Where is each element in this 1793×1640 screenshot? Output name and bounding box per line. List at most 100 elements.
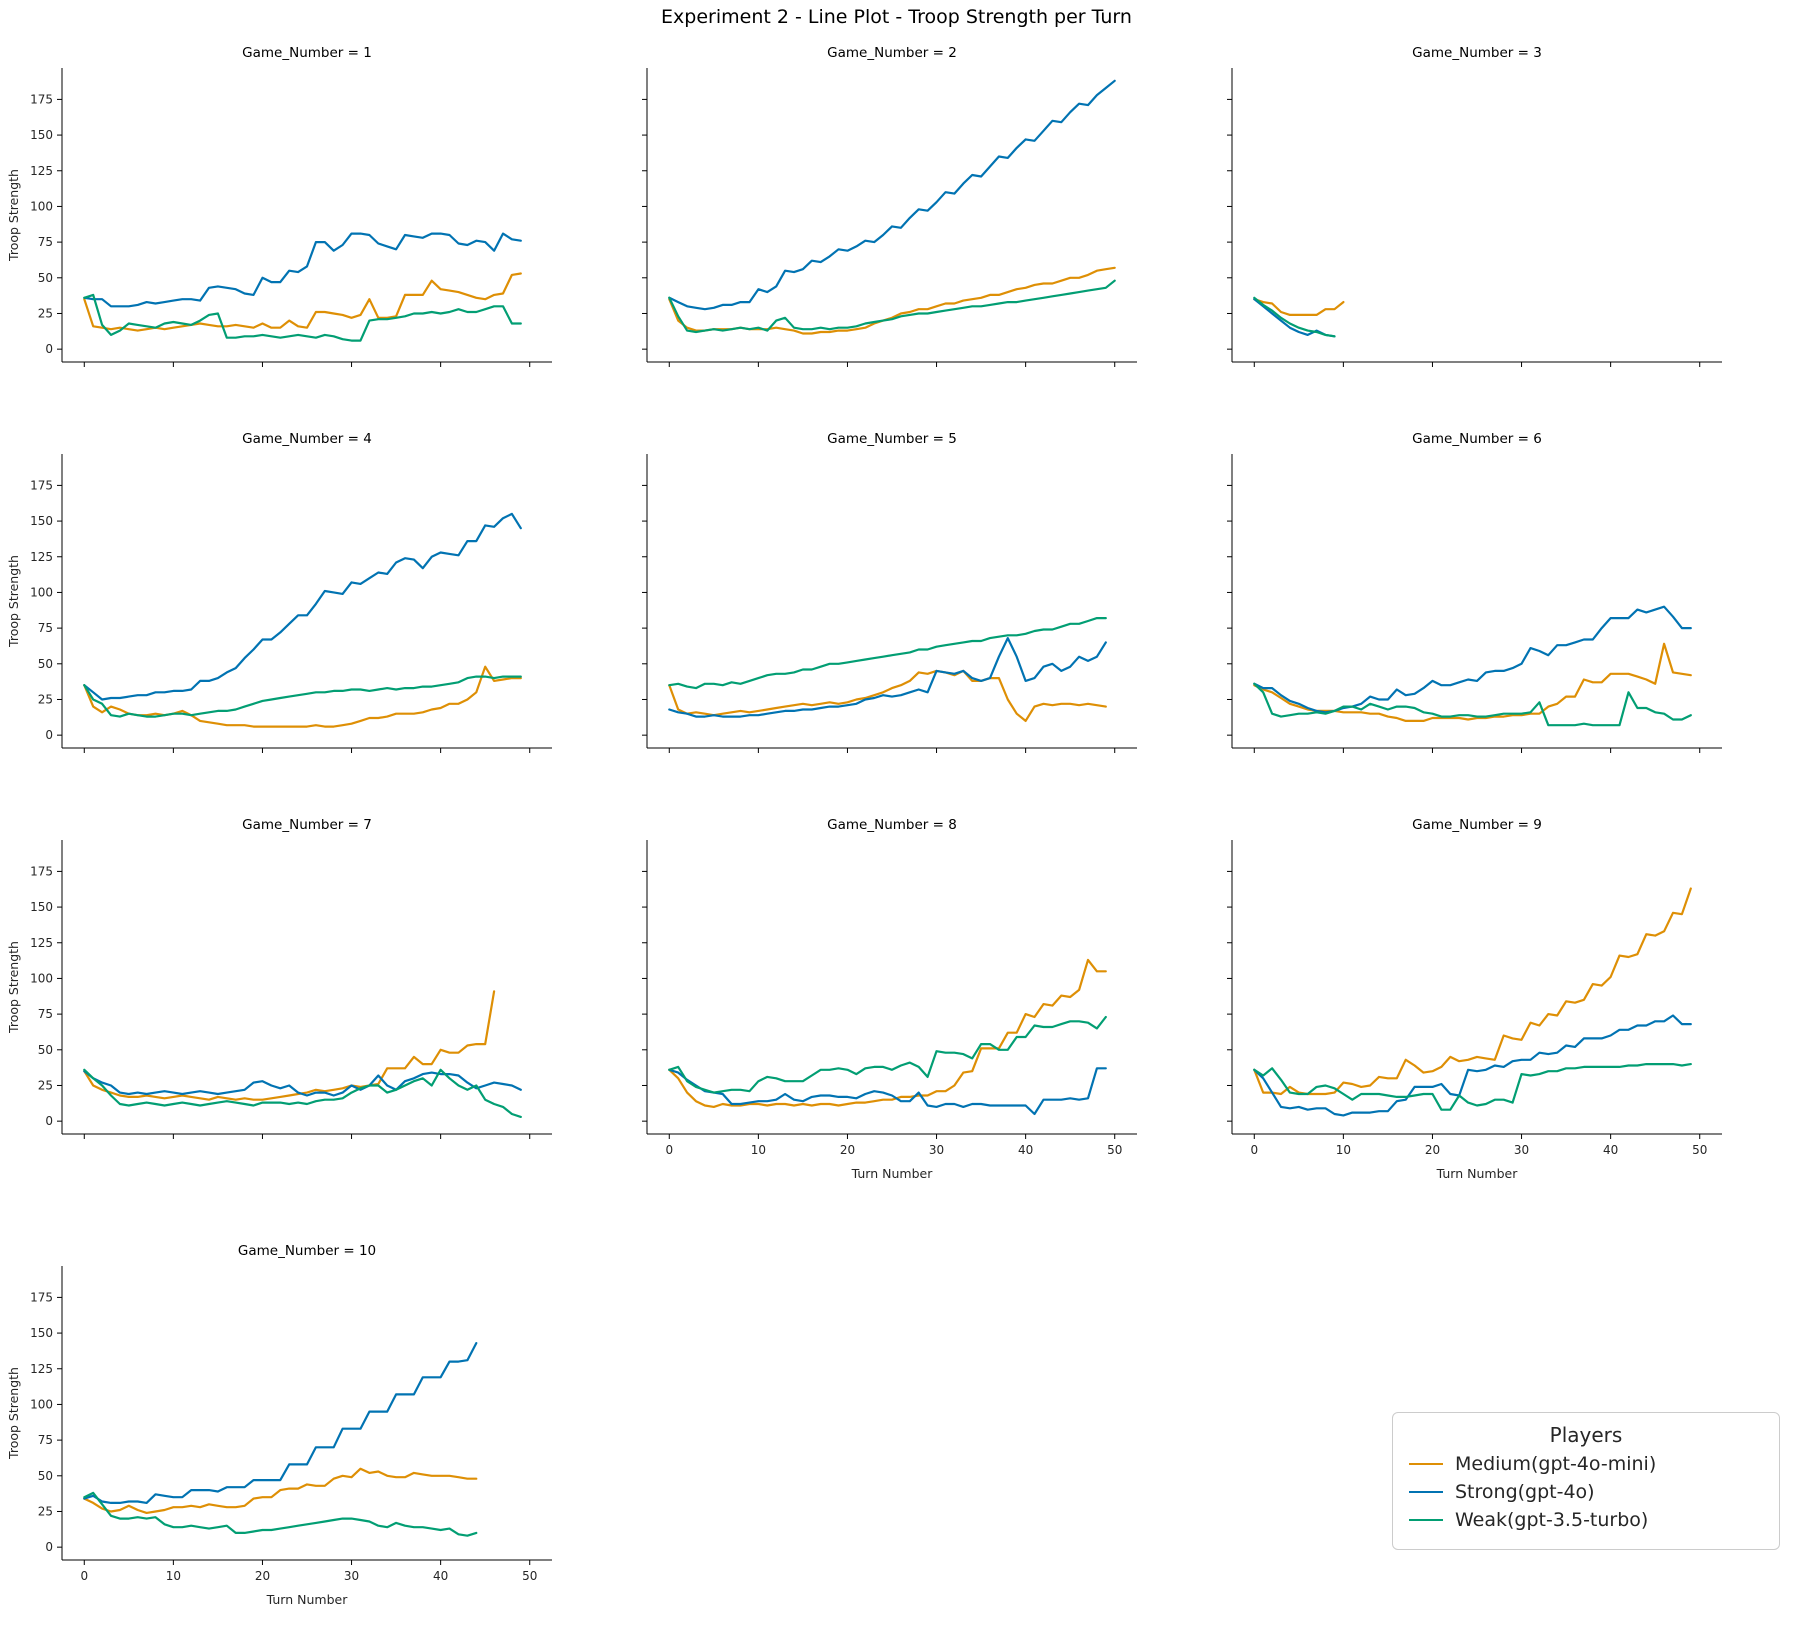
series-line-medium (668, 266, 1116, 335)
subplot-game-7: Game_Number = 7 0 25 50 75 100 125 150 175 Troop … (6, 817, 552, 1139)
legend-entry-strong: Strong(gpt-4o) (1409, 1481, 1763, 1503)
y-tick-label: 150 (30, 900, 53, 914)
x-tick-label: 30 (1514, 1143, 1529, 1157)
y-tick-label: 125 (30, 936, 53, 950)
y-axis-label: Troop Strength (6, 1367, 21, 1460)
subplot-title: Game_Number = 2 (827, 45, 957, 61)
facet-cell-game-2: Game_Number = 2 (589, 40, 1174, 396)
x-tick-label: 30 (344, 1569, 359, 1583)
x-tick-label: 20 (255, 1569, 270, 1583)
facet-cell-game-10: Game_Number = 10 0 25 50 75 100 125 150 175 0 10 20… (4, 1238, 589, 1634)
series-line-weak (1253, 682, 1692, 727)
series-line-weak (83, 1068, 522, 1118)
subplot-title: Game_Number = 9 (1412, 817, 1542, 833)
y-tick-label: 100 (30, 1397, 53, 1411)
y-tick-label: 150 (30, 514, 53, 528)
y-axis-label: Troop Strength (6, 555, 21, 648)
series-line-strong (83, 1070, 522, 1097)
y-tick-label: 75 (38, 1007, 53, 1021)
subplot-title: Game_Number = 7 (242, 817, 372, 833)
series-line-medium (83, 665, 522, 728)
legend-entry-medium: Medium(gpt-4o-mini) (1409, 1453, 1763, 1475)
x-tick-label: 20 (1425, 1143, 1440, 1157)
y-tick-label: 125 (30, 164, 53, 178)
y-tick-label: 75 (38, 621, 53, 635)
series-line-weak (83, 293, 522, 342)
x-axis-label: Turn Number (851, 1166, 934, 1181)
y-tick-label: 50 (38, 1043, 53, 1057)
subplot-game-8: Game_Number = 8 0 10 20 30 40 50 Turn Number (642, 817, 1137, 1181)
series-line-medium (83, 990, 496, 1101)
series-line-weak (83, 675, 522, 718)
series-line-strong (668, 79, 1116, 311)
facet-cell-game-6: Game_Number = 6 (1174, 426, 1759, 782)
series-line-strong (1253, 1014, 1692, 1117)
y-axis-label: Troop Strength (6, 941, 21, 1034)
y-tick-label: 0 (45, 728, 53, 742)
x-axis-label: Turn Number (266, 1592, 349, 1607)
x-tick-label: 40 (1603, 1143, 1618, 1157)
series-line-strong (83, 232, 522, 308)
x-tick-label: 20 (840, 1143, 855, 1157)
x-tick-label: 40 (433, 1569, 448, 1583)
legend-label: Weak(gpt-3.5-turbo) (1455, 1509, 1649, 1531)
subplot-game-4: Game_Number = 4 0 25 50 75 100 125 150 175 Troop … (6, 431, 552, 753)
series-line-strong (83, 512, 522, 701)
facet-cell-game-5: Game_Number = 5 (589, 426, 1174, 782)
y-tick-label: 25 (38, 1078, 53, 1092)
facet-cell-game-1: Game_Number = 1 0 25 50 75 100 125 150 175 Troop … (4, 40, 589, 396)
x-tick-label: 0 (665, 1143, 673, 1157)
facet-grid: Game_Number = 1 0 25 50 75 100 125 150 175 Troop … (4, 40, 1759, 1634)
subplot-game-5: Game_Number = 5 (642, 431, 1137, 753)
series-line-weak (668, 617, 1107, 690)
legend-entry-weak: Weak(gpt-3.5-turbo) (1409, 1509, 1763, 1531)
legend-line-swatch-medium (1409, 1463, 1443, 1465)
x-tick-label: 30 (929, 1143, 944, 1157)
subplot-title: Game_Number = 5 (827, 431, 957, 447)
y-tick-label: 125 (30, 1362, 53, 1376)
legend-line-swatch-weak (1409, 1519, 1443, 1521)
series-line-medium (668, 958, 1107, 1108)
subplot-game-2: Game_Number = 2 (642, 45, 1137, 367)
legend-line-swatch-strong (1409, 1491, 1443, 1493)
y-tick-label: 175 (30, 1290, 53, 1304)
y-tick-label: 50 (38, 1469, 53, 1483)
facet-cell-game-8: Game_Number = 8 0 10 20 30 40 50 Turn Number (589, 812, 1174, 1208)
y-tick-label: 50 (38, 657, 53, 671)
series-line-medium (83, 1467, 478, 1514)
series-line-medium (1253, 298, 1345, 316)
facet-cell-game-3: Game_Number = 3 (1174, 40, 1759, 396)
series-line-weak (83, 1491, 478, 1537)
series-line-strong (1253, 298, 1336, 338)
series-line-strong (1253, 605, 1692, 714)
facet-cell-game-4: Game_Number = 4 0 25 50 75 100 125 150 175 Troop … (4, 426, 589, 782)
y-tick-label: 175 (30, 864, 53, 878)
y-tick-label: 125 (30, 550, 53, 564)
y-tick-label: 175 (30, 478, 53, 492)
y-tick-label: 100 (30, 971, 53, 985)
subplot-title: Game_Number = 1 (242, 45, 372, 61)
series-line-weak (1253, 296, 1336, 338)
legend-label: Medium(gpt-4o-mini) (1455, 1453, 1657, 1475)
subplot-title: Game_Number = 4 (242, 431, 372, 447)
y-axis-label: Troop Strength (6, 169, 21, 262)
subplot-game-3: Game_Number = 3 (1227, 45, 1722, 367)
series-line-strong (668, 1067, 1107, 1116)
series-line-weak (668, 1015, 1107, 1094)
series-line-medium (668, 669, 1107, 722)
x-tick-label: 40 (1018, 1143, 1033, 1157)
y-tick-label: 150 (30, 1326, 53, 1340)
subplot-title: Game_Number = 10 (238, 1243, 376, 1259)
y-tick-label: 25 (38, 306, 53, 320)
y-tick-label: 75 (38, 235, 53, 249)
series-line-strong (83, 1341, 478, 1504)
y-tick-label: 0 (45, 1114, 53, 1128)
y-tick-label: 100 (30, 199, 53, 213)
y-tick-label: 0 (45, 1540, 53, 1554)
y-tick-label: 100 (30, 585, 53, 599)
series-line-medium (1253, 642, 1692, 722)
y-tick-label: 25 (38, 692, 53, 706)
x-tick-label: 50 (1107, 1143, 1122, 1157)
x-tick-label: 50 (522, 1569, 537, 1583)
